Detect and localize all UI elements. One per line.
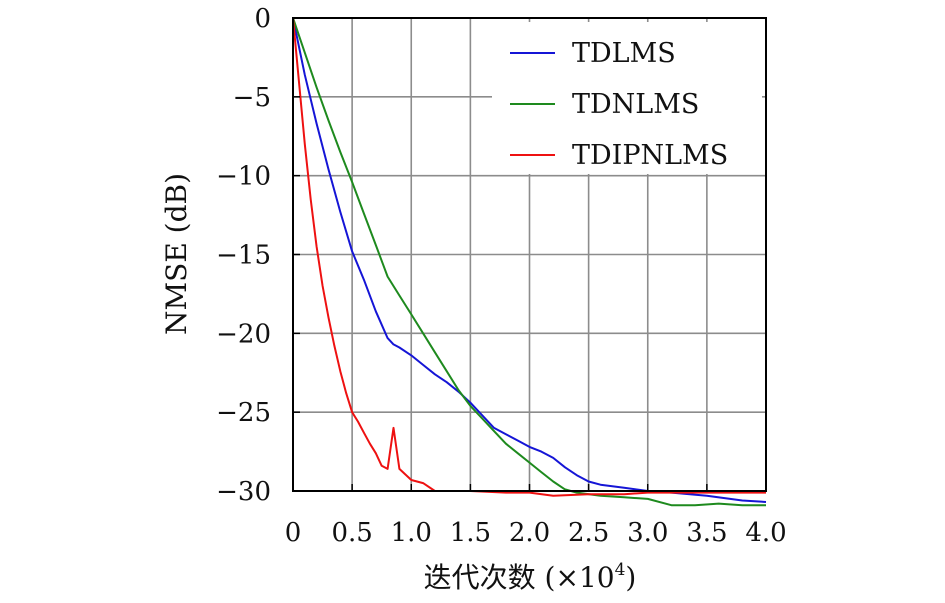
y-tick-label: −10 xyxy=(216,162,271,192)
x-axis-label-close: ) xyxy=(625,561,636,594)
x-tick-label: 0 xyxy=(285,518,302,548)
x-axis-label-main: 迭代次数 (×10 xyxy=(424,561,615,594)
x-tick-label: 3.5 xyxy=(686,518,727,548)
x-tick-label: 0.5 xyxy=(331,518,372,548)
legend: TDLMS TDNLMS TDIPNLMS xyxy=(492,22,762,174)
y-tick-label: −15 xyxy=(216,241,271,271)
series-layer xyxy=(292,17,767,507)
x-tick-label: 1.5 xyxy=(450,518,491,548)
x-tick-label: 2.5 xyxy=(568,518,609,548)
legend-label-tdipnlms: TDIPNLMS xyxy=(572,140,728,171)
series-line-tdnlms xyxy=(292,17,766,507)
y-tick-label: 0 xyxy=(254,4,271,34)
legend-background xyxy=(492,22,762,174)
x-axis-label: 迭代次数 (×104) xyxy=(424,560,637,594)
x-tick-label: 4.0 xyxy=(745,518,786,548)
y-tick-label: −25 xyxy=(216,398,271,428)
y-tick-label: −5 xyxy=(233,83,271,113)
x-tick-label: 2.0 xyxy=(509,518,550,548)
series-line-tdlms xyxy=(292,17,767,503)
tick-layer: 0 0.5 1.0 1.5 2.0 2.5 3.0 3.5 4.0 0 −5 −10 −15 −20 −25… xyxy=(216,4,787,548)
y-tick-label: −20 xyxy=(216,319,271,349)
series-line-tdipnlms xyxy=(292,17,766,497)
x-tick-label: 1.0 xyxy=(391,518,432,548)
legend-label-tdlms: TDLMS xyxy=(572,38,676,69)
y-tick-label: −30 xyxy=(216,477,271,507)
x-tick-label: 3.0 xyxy=(627,518,668,548)
legend-label-tdnlms: TDNLMS xyxy=(572,89,699,120)
y-axis-label: NMSE (dB) xyxy=(160,173,193,335)
x-axis-label-exponent: 4 xyxy=(615,560,626,580)
